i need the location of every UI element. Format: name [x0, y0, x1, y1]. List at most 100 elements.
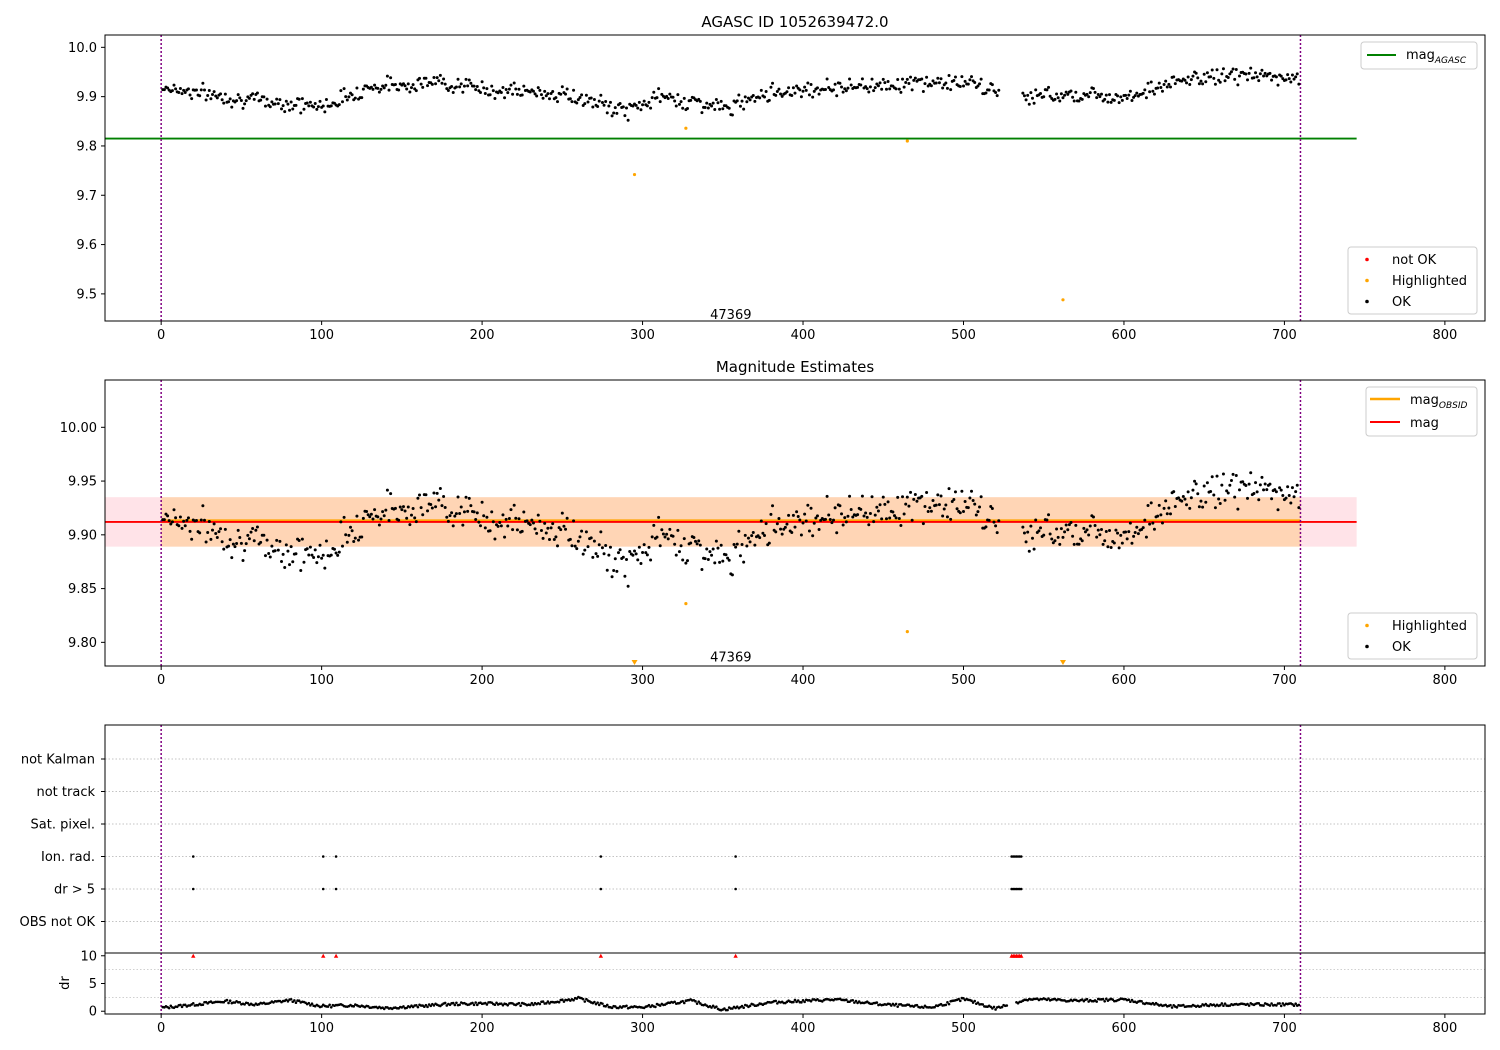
ok-point: [1165, 85, 1169, 89]
ok-point: [535, 531, 539, 535]
dr-point: [593, 1000, 596, 1004]
ok-point: [1268, 482, 1272, 486]
ok-point: [610, 114, 614, 118]
ok-point: [1095, 535, 1099, 539]
ok-point: [252, 539, 256, 543]
ok-point: [1160, 521, 1164, 525]
ok-point: [551, 90, 555, 94]
ok-point: [188, 93, 192, 97]
ok-point: [860, 77, 864, 81]
ok-point: [1236, 83, 1240, 87]
flag-point: [1019, 855, 1023, 858]
ok-point: [1286, 73, 1290, 77]
ok-point: [424, 76, 428, 80]
ok-point: [243, 102, 247, 106]
ok-point: [1254, 481, 1258, 485]
ok-point: [564, 92, 568, 96]
ok-point: [1080, 539, 1084, 543]
ok-point: [289, 100, 293, 104]
x-tick-label: 0: [157, 1021, 165, 1036]
dr-point: [673, 1000, 676, 1004]
ok-point: [1172, 75, 1176, 79]
ok-point: [413, 516, 417, 520]
dr-point: [962, 997, 965, 1000]
dr-point: [682, 1001, 686, 1005]
ok-point: [1047, 513, 1051, 517]
dr-point: [227, 1001, 230, 1005]
ok-point: [546, 92, 550, 96]
ok-point: [631, 104, 635, 108]
ok-point: [1056, 535, 1060, 539]
flag-label: dr > 5: [54, 883, 95, 898]
ok-point: [665, 532, 669, 536]
ok-point: [1286, 485, 1290, 489]
ok-point: [806, 503, 810, 507]
ok-point: [324, 97, 328, 101]
ok-point: [393, 83, 397, 87]
ok-point: [1233, 77, 1237, 81]
ok-point: [706, 558, 710, 562]
ok-point: [677, 550, 681, 554]
ok-point: [990, 507, 994, 511]
dr-point: [731, 1007, 734, 1010]
ok-point: [708, 550, 712, 554]
ok-point: [811, 534, 815, 538]
ok-point: [414, 89, 418, 93]
ok-point: [408, 90, 412, 94]
ok-point: [238, 96, 242, 100]
ok-point: [679, 544, 683, 548]
ok-point: [190, 97, 194, 101]
dr-point: [1085, 997, 1089, 1001]
ok-point: [435, 491, 439, 495]
ok-point: [825, 494, 829, 498]
ok-point: [318, 99, 322, 103]
ok-point: [403, 84, 407, 88]
dr-point: [293, 999, 296, 1002]
ok-point: [647, 545, 651, 549]
ok-point: [945, 86, 949, 90]
ok-point: [1254, 71, 1258, 75]
flag-point: [321, 855, 325, 858]
ok-point: [435, 76, 439, 80]
dr-point: [1275, 1004, 1278, 1007]
ok-point: [586, 545, 590, 549]
dr-point: [1247, 1004, 1251, 1007]
dr-point: [326, 1005, 330, 1008]
dr-point: [809, 999, 813, 1003]
ok-point: [1026, 93, 1030, 97]
flag-point: [599, 887, 603, 891]
ok-point: [684, 561, 688, 565]
ok-point: [864, 85, 868, 89]
ok-point: [1209, 75, 1213, 79]
ok-point: [166, 514, 170, 518]
ok-point: [884, 87, 888, 91]
dr-point: [289, 997, 293, 1001]
panel-flags-points: [191, 855, 1023, 891]
ok-point: [536, 513, 540, 517]
ok-point: [1021, 91, 1025, 95]
dr-point: [1095, 1000, 1098, 1003]
ok-point: [580, 93, 584, 97]
ok-point: [350, 93, 354, 97]
ok-point: [1159, 85, 1163, 89]
ok-point: [329, 104, 333, 108]
dr-point: [246, 1001, 250, 1005]
ok-point: [1294, 490, 1298, 494]
ok-point: [442, 77, 446, 81]
ok-point: [657, 87, 661, 91]
ok-point: [1146, 81, 1150, 85]
panel-flags: not Kalman not track Sat. pixel. Ion. rad. d…: [20, 724, 1486, 954]
ok-point: [907, 81, 911, 85]
ok-point: [830, 521, 834, 525]
ok-point: [554, 96, 558, 100]
ok-point: [721, 107, 725, 111]
ok-point: [182, 88, 186, 92]
ok-point: [244, 542, 248, 546]
dr-point: [973, 999, 977, 1003]
ok-point: [1136, 532, 1140, 536]
ok-point: [337, 550, 341, 554]
ok-point: [726, 556, 730, 560]
dr-point: [1169, 1003, 1172, 1007]
ok-point: [1164, 499, 1168, 503]
dr-point: [416, 1005, 420, 1009]
